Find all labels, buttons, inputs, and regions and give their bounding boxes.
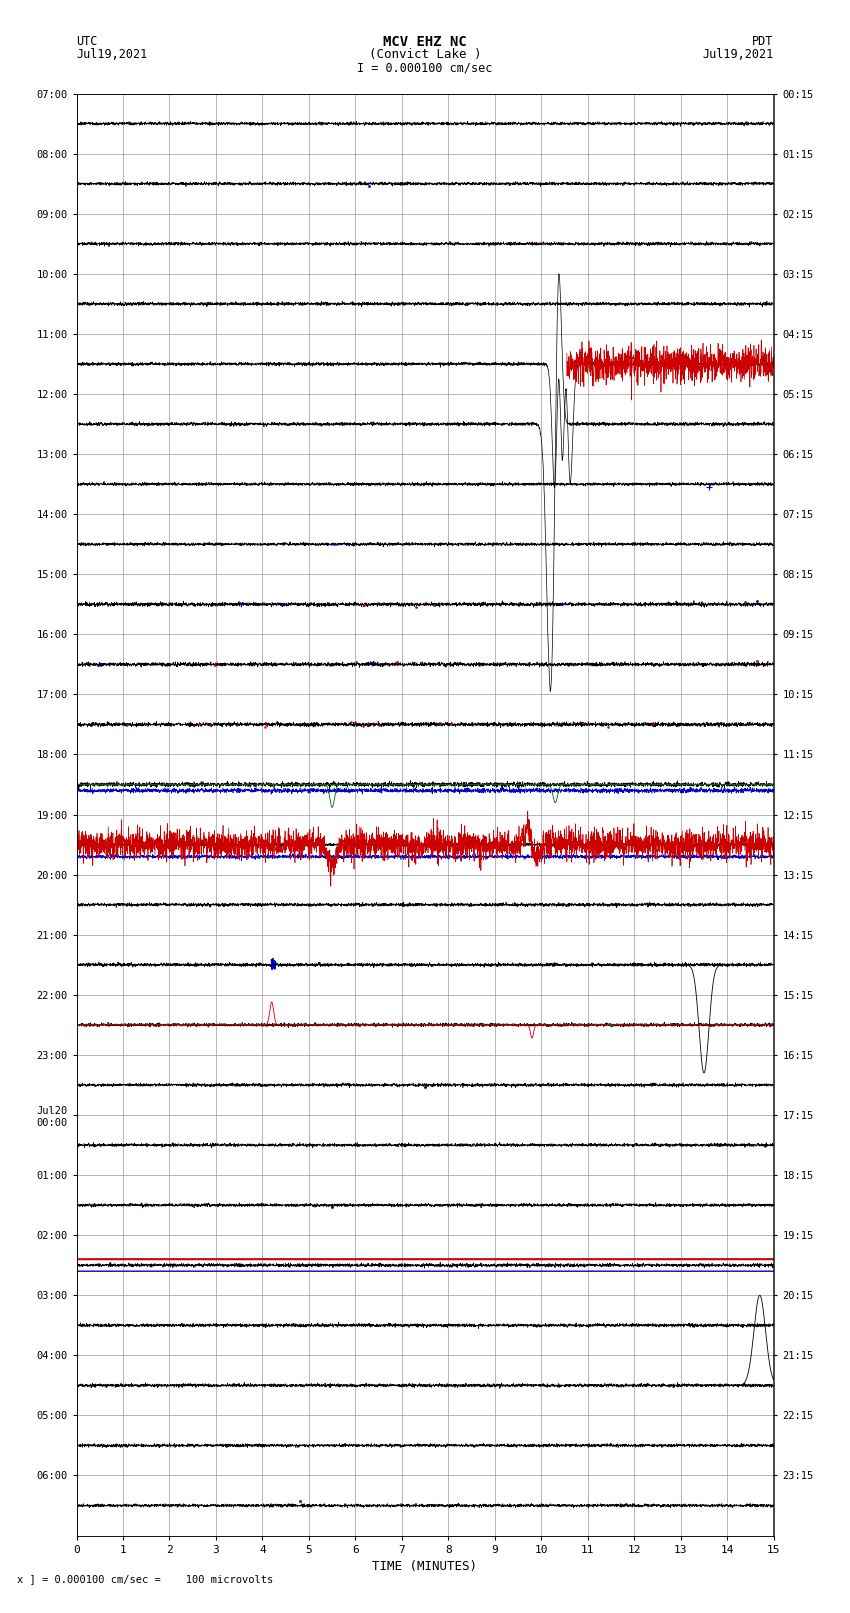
Text: MCV EHZ NC: MCV EHZ NC xyxy=(383,35,467,50)
Text: x ] = 0.000100 cm/sec =    100 microvolts: x ] = 0.000100 cm/sec = 100 microvolts xyxy=(17,1574,273,1584)
Text: Jul19,2021: Jul19,2021 xyxy=(702,48,774,61)
Text: I = 0.000100 cm/sec: I = 0.000100 cm/sec xyxy=(357,61,493,74)
Text: (Convict Lake ): (Convict Lake ) xyxy=(369,48,481,61)
X-axis label: TIME (MINUTES): TIME (MINUTES) xyxy=(372,1560,478,1573)
Text: UTC: UTC xyxy=(76,35,98,48)
Text: PDT: PDT xyxy=(752,35,774,48)
Text: Jul19,2021: Jul19,2021 xyxy=(76,48,148,61)
